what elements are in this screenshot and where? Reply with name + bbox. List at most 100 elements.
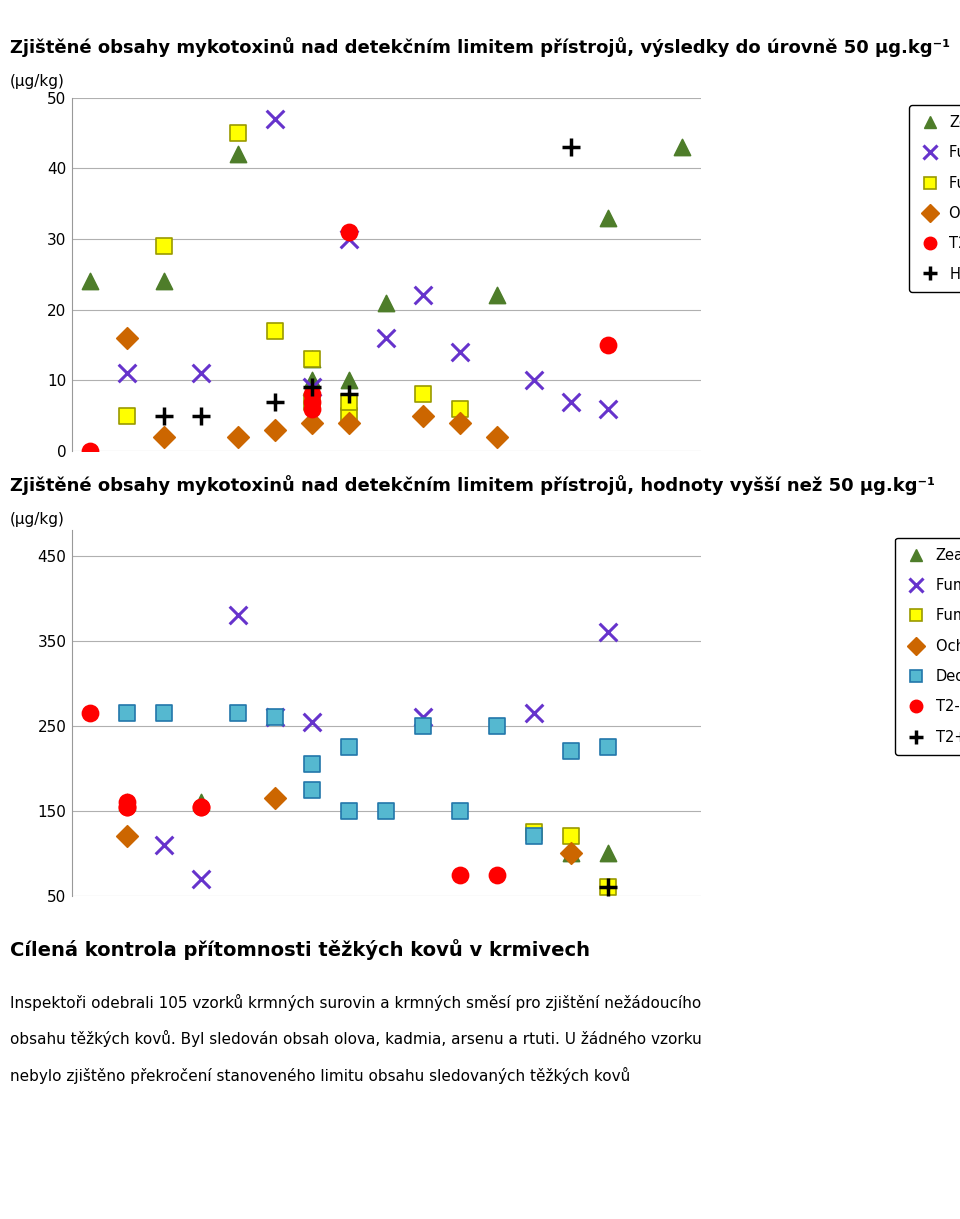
Point [416, 716, 431, 735]
Point [564, 138, 579, 157]
Point [304, 399, 320, 418]
Point [268, 707, 283, 727]
Point [230, 427, 246, 446]
Text: obsahu těžkých kovů. Byl sledován obsah olova, kadmia, arsenu a rtuti. U žádného: obsahu těžkých kovů. Byl sledován obsah … [10, 1030, 702, 1047]
Point [527, 703, 542, 723]
Point [601, 737, 616, 757]
Text: (μg/kg): (μg/kg) [10, 512, 64, 527]
Point [230, 703, 246, 723]
Point [304, 378, 320, 397]
Text: Inspektoři odebrali 105 vzorků krmných surovin a krmných směsí pro zjištění nežá: Inspektoři odebrali 105 vzorků krmných s… [10, 993, 701, 1011]
Point [120, 703, 135, 723]
Point [156, 406, 172, 425]
Point [120, 797, 135, 817]
Point [268, 108, 283, 128]
Point [268, 421, 283, 440]
Point [120, 797, 135, 817]
Point [230, 144, 246, 163]
Point [304, 391, 320, 411]
Point [268, 789, 283, 808]
Point [601, 399, 616, 418]
Point [490, 285, 505, 305]
Point [564, 741, 579, 761]
Point [304, 413, 320, 433]
Point [342, 371, 357, 390]
Point [268, 391, 283, 411]
Point [304, 378, 320, 397]
Point [120, 792, 135, 812]
Point [378, 801, 394, 820]
Point [416, 707, 431, 727]
Point [194, 797, 209, 817]
Point [230, 123, 246, 143]
Point [83, 441, 98, 461]
Point [156, 835, 172, 855]
Point [268, 321, 283, 340]
Point [601, 208, 616, 228]
Point [120, 406, 135, 425]
Point [194, 797, 209, 817]
Point [601, 878, 616, 897]
Point [453, 413, 468, 433]
Point [194, 406, 209, 425]
Point [342, 406, 357, 425]
Point [453, 865, 468, 885]
Point [564, 391, 579, 411]
Point [194, 869, 209, 889]
Point [378, 328, 394, 347]
Point [156, 272, 172, 291]
Point [601, 335, 616, 355]
Point [83, 703, 98, 723]
Point [304, 755, 320, 774]
Legend: Zearalenon, Fumonisin B1, Fumonisin B2, Ochratoxin A, Deoxynivalenol, T2-toxin, : Zearalenon, Fumonisin B1, Fumonisin B2, … [895, 538, 960, 755]
Point [120, 328, 135, 347]
Point [527, 826, 542, 846]
Point [378, 293, 394, 312]
Point [304, 371, 320, 390]
Point [490, 865, 505, 885]
Point [416, 406, 431, 425]
Point [83, 272, 98, 291]
Point [342, 391, 357, 411]
Point [230, 606, 246, 625]
Text: Zjištěné obsahy mykotoxinů nad detekčním limitem přístrojů, hodnoty vyšší než 50: Zjištěné obsahy mykotoxinů nad detekčním… [10, 475, 935, 495]
Point [304, 350, 320, 369]
Point [564, 826, 579, 846]
Point [342, 801, 357, 820]
Point [453, 801, 468, 820]
Point [156, 703, 172, 723]
Point [304, 780, 320, 800]
Point [342, 737, 357, 757]
Point [342, 385, 357, 405]
Point [453, 399, 468, 418]
Point [304, 385, 320, 405]
Point [304, 391, 320, 411]
Point [342, 229, 357, 249]
Point [120, 792, 135, 812]
Point [564, 844, 579, 863]
Point [194, 363, 209, 383]
Point [490, 427, 505, 446]
Point [268, 707, 283, 727]
Point [304, 712, 320, 731]
Point [675, 138, 690, 157]
Point [416, 285, 431, 305]
Point [490, 716, 505, 735]
Point [601, 878, 616, 897]
Point [120, 826, 135, 846]
Point [156, 236, 172, 256]
Point [342, 222, 357, 241]
Point [453, 343, 468, 362]
Point [527, 823, 542, 842]
Text: Zjištěné obsahy mykotoxinů nad detekčním limitem přístrojů, výsledky do úrovně 5: Zjištěné obsahy mykotoxinů nad detekčním… [10, 37, 949, 56]
Point [342, 413, 357, 433]
Point [156, 427, 172, 446]
Text: nebylo zjištěno překročení stanoveného limitu obsahu sledovaných těžkých kovů: nebylo zjištěno překročení stanoveného l… [10, 1067, 630, 1084]
Point [304, 350, 320, 369]
Legend: Zearalenon, Fumonisin B1, Fumonisin B2, Ochratoxin A, T2-toxin, HT2-toxin: Zearalenon, Fumonisin B1, Fumonisin B2, … [909, 105, 960, 291]
Text: (μg/kg): (μg/kg) [10, 74, 64, 89]
Point [601, 844, 616, 863]
Point [601, 623, 616, 642]
Point [416, 385, 431, 405]
Point [120, 363, 135, 383]
